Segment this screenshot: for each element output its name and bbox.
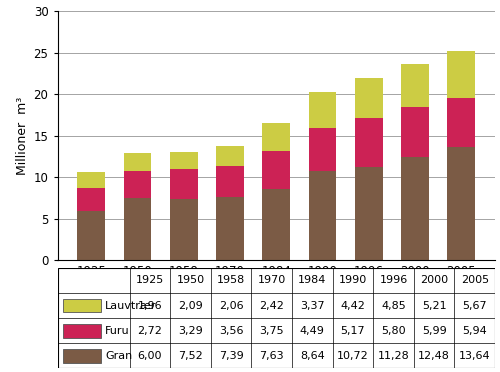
Bar [401, 64, 429, 107]
Text: 3,29: 3,29 [178, 326, 203, 336]
Text: 1996: 1996 [380, 275, 407, 285]
Text: 1970: 1970 [258, 275, 286, 285]
Bar [355, 78, 382, 119]
Text: 2,09: 2,09 [178, 301, 203, 311]
Text: 1984: 1984 [298, 275, 326, 285]
Text: 7,63: 7,63 [260, 351, 284, 361]
Bar [401, 107, 429, 157]
Bar [63, 299, 101, 312]
Bar [63, 324, 101, 337]
Bar [262, 124, 290, 151]
Bar [124, 171, 152, 198]
Text: 11,28: 11,28 [378, 351, 410, 361]
Text: 5,21: 5,21 [422, 301, 446, 311]
Text: 2,06: 2,06 [219, 301, 244, 311]
Bar [308, 171, 336, 260]
Text: 7,52: 7,52 [178, 351, 203, 361]
Bar [262, 189, 290, 260]
Bar [63, 349, 101, 363]
Text: 1958: 1958 [217, 275, 246, 285]
Bar [216, 197, 244, 260]
Bar [124, 153, 152, 171]
Bar [170, 199, 198, 260]
Text: 4,49: 4,49 [300, 326, 325, 336]
Text: 5,67: 5,67 [462, 301, 487, 311]
Text: 2005: 2005 [460, 275, 489, 285]
Y-axis label: Millioner  m³: Millioner m³ [16, 97, 30, 175]
Bar [78, 188, 105, 211]
Bar [308, 92, 336, 128]
Bar [216, 166, 244, 197]
Bar [78, 171, 105, 188]
Bar [355, 119, 382, 167]
Bar [170, 169, 198, 199]
Text: 13,64: 13,64 [459, 351, 490, 361]
Text: 4,85: 4,85 [381, 301, 406, 311]
Text: 8,64: 8,64 [300, 351, 324, 361]
Text: 1,96: 1,96 [138, 301, 162, 311]
Bar [448, 147, 475, 260]
Bar [355, 167, 382, 260]
Text: 2000: 2000 [420, 275, 448, 285]
Text: 3,37: 3,37 [300, 301, 324, 311]
Text: 1925: 1925 [136, 275, 164, 285]
Bar [78, 211, 105, 260]
Bar [448, 98, 475, 147]
Bar [124, 198, 152, 260]
Bar [448, 51, 475, 98]
Text: Gran: Gran [106, 351, 132, 361]
Bar [170, 152, 198, 169]
Text: 5,99: 5,99 [422, 326, 446, 336]
Bar [308, 128, 336, 171]
Text: Lauvtrær: Lauvtrær [106, 301, 156, 311]
Bar [216, 146, 244, 166]
Text: 5,80: 5,80 [381, 326, 406, 336]
Bar [262, 151, 290, 189]
Text: 6,00: 6,00 [138, 351, 162, 361]
Text: 2,42: 2,42 [260, 301, 284, 311]
Text: 7,39: 7,39 [219, 351, 244, 361]
Text: 1950: 1950 [176, 275, 204, 285]
Text: 2,72: 2,72 [138, 326, 162, 336]
Bar [401, 157, 429, 260]
Text: 3,56: 3,56 [219, 326, 244, 336]
Text: 12,48: 12,48 [418, 351, 450, 361]
Text: 4,42: 4,42 [340, 301, 365, 311]
Text: 10,72: 10,72 [337, 351, 369, 361]
Text: 5,94: 5,94 [462, 326, 487, 336]
Text: Furu: Furu [106, 326, 130, 336]
Text: 3,75: 3,75 [260, 326, 284, 336]
Text: 5,17: 5,17 [340, 326, 365, 336]
Text: 1990: 1990 [339, 275, 367, 285]
